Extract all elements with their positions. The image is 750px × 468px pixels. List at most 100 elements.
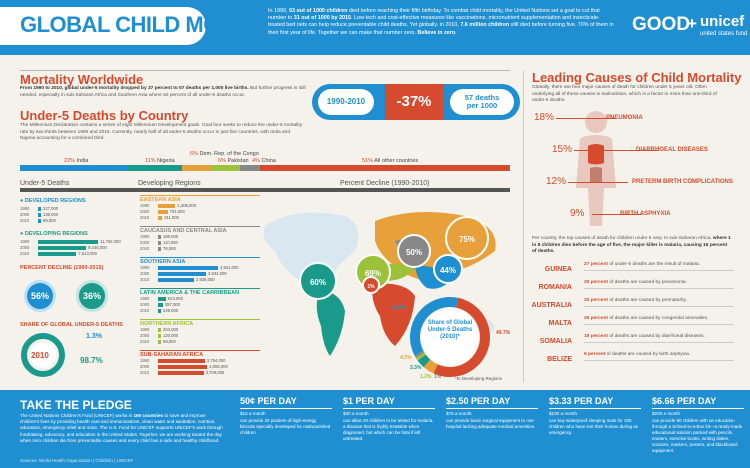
- pledge-option-text: can buy waterproof sleeping mats for 100…: [549, 418, 639, 435]
- share-year: 2010: [31, 351, 49, 360]
- region-bar-row: 2000 120,000: [140, 333, 265, 339]
- region-bar: [158, 359, 205, 363]
- region-value: 397,000: [164, 302, 180, 307]
- region-value: 249,000: [163, 308, 179, 313]
- country-desc: 26 percent of deaths are caused by conge…: [584, 316, 734, 325]
- share-label-nigeria: 11% Nigeria: [145, 158, 175, 164]
- region-value: 3,794,000: [206, 358, 226, 363]
- region-year: 2000: [140, 209, 150, 214]
- donut-label-33: 33.2%: [392, 305, 407, 311]
- pledge-option-head: $3.33 PER DAY: [549, 396, 641, 409]
- country-name: GUINEA: [544, 266, 572, 273]
- country-name: SOMALIA: [539, 338, 572, 345]
- donut-slice: [410, 297, 458, 356]
- region-bar-row: 1990 204,000: [140, 327, 265, 333]
- region-bar-row: 2000 110,000: [140, 240, 265, 246]
- region-year: 1990: [140, 327, 150, 332]
- cause-percent: 12%: [546, 176, 567, 187]
- donut-slice: [414, 350, 425, 358]
- region-bar: [158, 216, 163, 220]
- divider: [523, 70, 524, 382]
- country-desc: 27 percent of under-5 deaths are the res…: [584, 262, 734, 271]
- region-value: 69,000: [163, 339, 176, 344]
- region-bar: [158, 272, 206, 276]
- cause-label: PNEUMONIA: [606, 115, 643, 121]
- pill-years: 1990-2010: [318, 89, 374, 115]
- pledge-option-text: can provide 80 children with an educatio…: [652, 418, 743, 453]
- bar-row: 1990 227,000: [20, 206, 130, 212]
- pledge-option-sub: $200 a month: [652, 411, 681, 416]
- column-decline: Percent Decline (1990-2010): [340, 180, 430, 187]
- region-year: 2000: [140, 333, 150, 338]
- bar: [38, 246, 87, 250]
- decline-label: PERCENT DECLINE (1990-2010): [20, 265, 104, 271]
- region-value: 110,000: [163, 240, 178, 245]
- by-country-title: Under-5 Deaths by Country: [20, 108, 189, 123]
- cause-connector: [568, 182, 628, 183]
- region-bar: [158, 309, 161, 313]
- donut-footnote: *In Developing Regions: [455, 376, 503, 381]
- bar-row: 1990 11,762,000: [20, 239, 130, 245]
- donut-label-3: 3.3%: [410, 365, 422, 371]
- region-value: 76,000: [163, 246, 176, 251]
- pledge-option-head: $6.66 PER DAY: [652, 396, 744, 409]
- region-value: 204,000: [163, 327, 179, 332]
- developed-label: ● DEVELOPED REGIONS: [20, 198, 86, 204]
- region-bar: [158, 241, 161, 245]
- region-year: 2000: [140, 302, 150, 307]
- developing-bars: 1990 11,762,000 2000 9,446,000 2010 7,513,000: [20, 239, 130, 260]
- region-value: 4,006,000: [209, 364, 228, 369]
- page-title: GLOBAL CHILD MORTALITY: [20, 12, 308, 37]
- bar-value: 11,762,000: [100, 239, 121, 244]
- country-desc: 20 percent of deaths are caused by prema…: [584, 298, 734, 307]
- region-value: 3,709,000: [205, 370, 225, 375]
- developing-label: ● DEVELOPING REGIONS: [20, 231, 88, 237]
- region-bar: [158, 204, 176, 208]
- region-bar: [158, 334, 161, 338]
- share-segment-china: [240, 165, 261, 171]
- region-bar-row: 2000 704,000: [140, 209, 265, 215]
- region-bar-row: 2000 4,006,000: [140, 364, 265, 370]
- share-label-india: 22% India: [64, 158, 89, 164]
- region-decline-bubble: 1%: [362, 276, 380, 294]
- bar-value: 227,000: [43, 206, 59, 211]
- region-bar: [158, 371, 204, 375]
- pill-percent: -37%: [385, 84, 443, 120]
- region-name: SUB-SAHARAN AFRICA: [140, 350, 260, 358]
- region-value: 189,000: [163, 234, 179, 239]
- country-name: BELIZE: [547, 356, 572, 363]
- region-bar-row: 2000 397,000: [140, 302, 265, 308]
- donut-slice: [417, 354, 431, 368]
- share-segment-india: [20, 165, 128, 171]
- donut-label-1: 1%: [434, 374, 442, 380]
- title-badge: [0, 7, 206, 45]
- share-donut-chart: [410, 297, 490, 377]
- bar: [38, 240, 98, 244]
- bar-year: 2000: [20, 212, 30, 217]
- decline-developed-circle: 56%: [24, 280, 56, 312]
- unicef-subtitle: united states fund: [700, 31, 748, 37]
- cause-label: PRETERM BIRTH COMPLICATIONS: [632, 179, 733, 185]
- pledge-title: TAKE THE PLEDGE: [20, 398, 132, 412]
- bar-year: 2010: [20, 251, 30, 256]
- bar: [38, 219, 41, 223]
- child-silhouette-icon: [576, 111, 616, 226]
- share-global-label: SHARE OF GLOBAL UNDER-5 DEATHS: [20, 322, 123, 328]
- donut-label-49: 49.7%: [496, 330, 511, 336]
- pledge-option-sub: $100 a month: [549, 411, 578, 416]
- region-name: EASTERN ASIA: [140, 195, 260, 203]
- share-label-china: 4% China: [252, 158, 276, 164]
- country-name: MALTA: [548, 320, 572, 327]
- bar-value: 139,000: [43, 212, 59, 217]
- region-value: 120,000: [163, 333, 179, 338]
- map-bubbles: 75% 50% 44% 69% 60% 1%: [255, 196, 510, 384]
- pill-deaths-line1: 57 deaths: [464, 93, 500, 102]
- causes-title: Leading Causes of Child Mortality: [532, 70, 742, 85]
- pill-deaths-line2: per 1000: [466, 101, 498, 110]
- pledge-option-head: 50¢ PER DAY: [240, 396, 332, 409]
- region-year: 1990: [140, 358, 150, 363]
- region-value: 704,000: [169, 209, 185, 214]
- region-value: 3,934,000: [208, 271, 227, 276]
- region-decline-bubble: 44%: [433, 254, 463, 284]
- region-decline-bubble: 50%: [397, 234, 431, 268]
